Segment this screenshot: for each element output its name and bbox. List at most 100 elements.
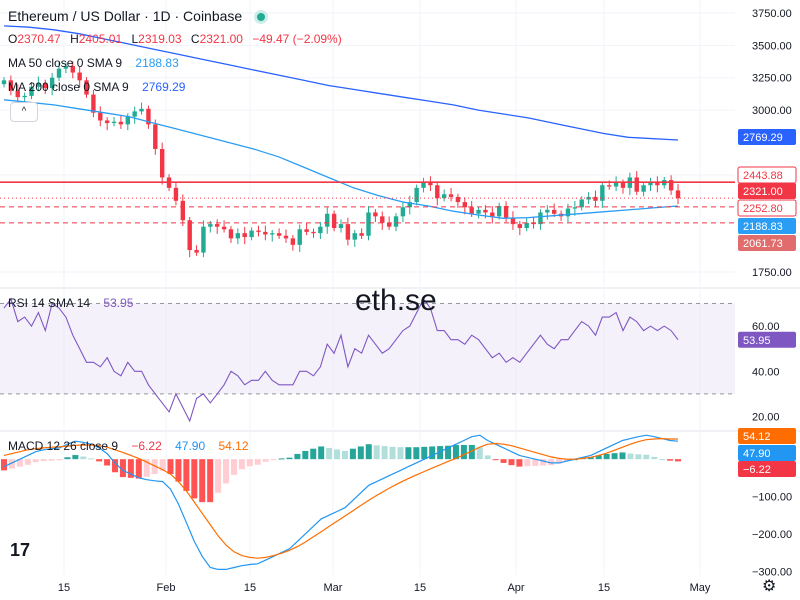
rsi-axis-label-bg [738, 331, 796, 348]
candle-body [125, 116, 130, 125]
candle-body [132, 111, 137, 117]
candle-body [111, 121, 117, 124]
candle-body [276, 233, 282, 236]
rsi-axis-label-text: 53.95 [743, 335, 771, 347]
candle-body [91, 94, 96, 113]
high-key: H [70, 32, 79, 46]
rsi-legend[interactable]: RSI 14 SMA 14 53.95 [8, 295, 137, 311]
price-axis-label: 2061.73 [738, 235, 796, 251]
candle-body [448, 194, 454, 197]
candle-body [517, 224, 523, 228]
price-axis-label: 2252.80 [737, 199, 797, 217]
macd-histogram-bar [603, 453, 610, 460]
ma50-legend[interactable]: MA 50 close 0 SMA 9 2188.83 [8, 55, 183, 71]
candle-body [655, 182, 660, 186]
macd-histogram-bar [40, 459, 47, 462]
macd-histogram-bar [500, 459, 507, 463]
macd-histogram-bar [246, 459, 253, 467]
macd-tick-label: −100.00 [752, 492, 792, 504]
watermark-text: eth.se [355, 284, 437, 317]
symbol-title[interactable]: Ethereum / US Dollar · 1D · Coinbase [8, 8, 272, 25]
price-axis-label-text: 2188.83 [743, 221, 783, 233]
candle-body [524, 222, 529, 228]
ohlc-legend: O2370.47 H2405.01 L2319.03 C2321.00 −49.… [8, 31, 348, 47]
candle-body [63, 66, 69, 69]
candle-body [153, 124, 158, 149]
candle-body [469, 207, 474, 214]
macd-histogram-bar [135, 459, 142, 479]
macd-histogram-bar [556, 459, 563, 464]
macd-histogram-bar [452, 444, 459, 460]
candle-body [620, 182, 626, 188]
x-tick-label: 15 [244, 582, 256, 594]
candle-body [455, 196, 461, 203]
x-tick-label: 15 [58, 582, 70, 594]
macd-histogram-bar [516, 459, 523, 467]
x-tick-label: Apr [507, 582, 524, 594]
macd-histogram-bar [460, 444, 467, 460]
y-tick-label: 3000.00 [752, 105, 792, 117]
price-axis-label-text: 2769.29 [743, 132, 783, 144]
macd-histogram-bar [413, 447, 420, 460]
candle-body [386, 222, 392, 227]
macd-histogram-bar [151, 459, 158, 475]
tradingview-logo[interactable]: 17 [10, 540, 31, 560]
macd-tick-label: −300.00 [752, 566, 792, 578]
macd-histogram-bar [310, 448, 317, 460]
candle-body [84, 80, 89, 95]
gear-icon[interactable]: ⚙ [762, 578, 777, 595]
macd-histogram-bar [262, 459, 269, 462]
candle-body [304, 229, 309, 232]
macd-signal-value: 54.12 [218, 439, 249, 453]
candle-body [15, 90, 20, 98]
candle-body [221, 226, 227, 230]
macd-histogram-bar [532, 459, 539, 466]
price-axis-label-text: 2061.73 [743, 238, 783, 250]
ma50-value: 2188.83 [135, 56, 179, 70]
signal-line [3, 437, 678, 559]
macd-legend[interactable]: MACD 12 26 close 9 −6.22 47.90 54.12 [8, 438, 253, 454]
candle-body [98, 112, 103, 121]
rsi-value: 53.95 [103, 296, 134, 310]
ma200-line [3, 25, 679, 141]
candle-body [545, 209, 550, 213]
candle-body [538, 212, 543, 225]
candle-body [641, 185, 646, 192]
candle-body [435, 185, 440, 199]
candle-body [139, 108, 144, 112]
macd-histogram-bar [302, 450, 309, 460]
macd-histogram-bar [159, 459, 166, 472]
macd-axis-label: 47.90 [738, 445, 796, 461]
macd-axis-label-text: 54.12 [743, 431, 771, 443]
market-status-icon [254, 10, 269, 25]
candle-body [483, 209, 488, 213]
candle-body [503, 205, 509, 218]
macd-histogram-bar [175, 459, 182, 482]
macd-histogram-bar [48, 459, 55, 461]
macd-histogram-bar [587, 457, 594, 460]
x-tick-label: Mar [324, 582, 343, 594]
candle-body [496, 205, 502, 217]
macd-histogram-bar [238, 459, 245, 470]
macd-axis-label: 54.12 [738, 428, 796, 444]
price-axis-label: 2321.00 [738, 183, 796, 199]
macd-histogram-bar [286, 457, 293, 460]
candle-body [490, 212, 495, 217]
macd-histogram-bar [8, 459, 15, 469]
candle-body [675, 190, 681, 199]
y-tick-label: 3500.00 [752, 40, 792, 52]
macd-histogram-bar [278, 458, 285, 460]
rsi-line [3, 297, 679, 423]
ma200-legend[interactable]: MA 200 close 0 SMA 9 2769.29 [8, 79, 189, 95]
collapse-legend-button[interactable]: ^ [10, 102, 38, 122]
candle-body [476, 209, 481, 214]
macd-histogram-bar [659, 459, 666, 461]
macd-histogram-bar [627, 453, 634, 460]
candle-body [290, 238, 296, 245]
low-value: 2319.03 [138, 32, 182, 46]
chevron-up-icon: ^ [21, 106, 27, 117]
macd-histogram-bar [651, 456, 658, 460]
price-axis-label-text: 2443.88 [743, 170, 783, 182]
ma50-line [3, 99, 679, 219]
